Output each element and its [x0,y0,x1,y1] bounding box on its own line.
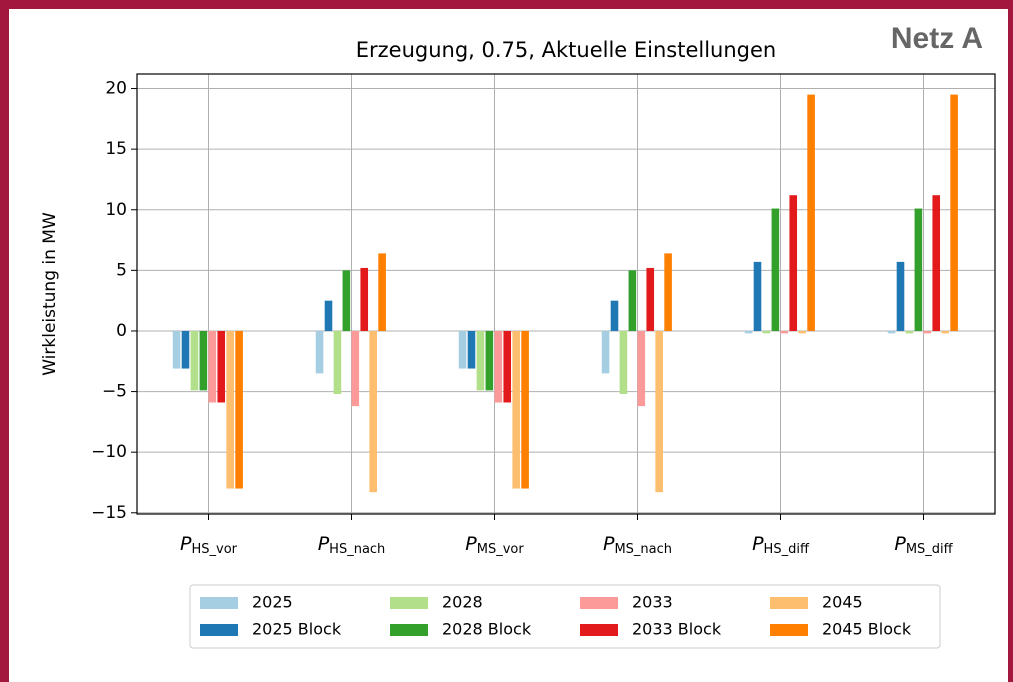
legend-swatch [390,597,428,609]
y-tick-label: 0 [116,321,127,341]
bar [172,330,181,369]
bar [208,330,217,403]
bar [807,94,815,331]
y-axis-label: Wirkleistung in MW [40,212,60,376]
bar [235,330,243,489]
legend-swatch [580,624,618,636]
frame-left [0,0,9,682]
x-tick-label: PMS_vor [465,533,524,557]
bar [342,270,351,331]
bar [521,330,529,489]
legend-label: 2028 [442,593,483,612]
legend-label: 2045 [822,593,863,612]
y-tick-label: 10 [105,200,127,220]
bar [315,330,324,374]
bar [217,330,226,403]
category-symbol: P [318,533,330,555]
bar [798,330,806,334]
bar [753,261,762,331]
bar [628,270,637,331]
bar [941,330,949,334]
legend-swatch [390,624,428,636]
x-tick-label: PHS_vor [180,533,238,557]
legend-label: 2025 Block [252,620,342,639]
legend-swatch [580,597,618,609]
bar [351,330,360,407]
bar [744,330,753,334]
x-tick-label: PMS_diff [894,533,953,557]
bar [476,330,485,391]
y-tick-label: 20 [105,79,127,99]
bar [771,208,780,331]
x-tick-label: PHS_nach [318,533,386,557]
bar [333,330,342,394]
bar [905,330,914,334]
bar [646,267,655,331]
bar [199,330,208,391]
bar [324,300,333,331]
frame-top [0,0,1013,9]
category-subscript: MS_vor [477,542,525,557]
category-subscript: MS_nach [614,542,672,557]
bar [601,330,610,374]
bar [226,330,234,489]
y-tick-label: −10 [91,442,127,462]
bar [619,330,628,394]
bar [780,330,789,334]
x-tick-label: PHS_diff [752,533,810,557]
bar [932,195,941,331]
bar [485,330,494,391]
category-symbol: P [894,533,906,555]
y-tick-label: 5 [116,260,127,280]
category-subscript: HS_nach [329,542,385,557]
legend-label: 2045 Block [822,620,912,639]
category-symbol: P [603,533,615,555]
chart-title: Erzeugung, 0.75, Aktuelle Einstellungen [356,38,777,62]
bar [637,330,646,407]
bar [503,330,512,403]
bar [181,330,190,369]
bar [923,330,932,334]
bar [896,261,905,331]
corner-label: Netz A [891,22,983,55]
bar [762,330,771,334]
category-symbol: P [465,533,477,555]
legend-swatch [770,624,808,636]
bar [655,330,663,493]
bar [458,330,467,369]
bar [494,330,503,403]
bar [887,330,896,334]
legend-swatch [200,597,238,609]
bar [512,330,520,489]
bar [610,300,619,331]
legend-label: 2033 Block [632,620,722,639]
legend-swatch [770,597,808,609]
legend-label: 2028 Block [442,620,532,639]
category-subscript: MS_diff [906,542,954,557]
y-tick-label: 15 [105,139,127,159]
category-subscript: HS_diff [764,542,810,557]
bar [789,195,798,331]
bar [467,330,476,369]
category-subscript: HS_vor [191,542,237,557]
legend-swatch [200,624,238,636]
category-symbol: P [752,533,764,555]
y-tick-label: −5 [102,382,127,402]
legend-box [189,584,941,649]
bar [360,267,369,331]
legend-label: 2033 [632,593,673,612]
x-tick-label: PMS_nach [603,533,672,557]
frame-right [1008,0,1013,682]
category-symbol: P [180,533,192,555]
bar [914,208,923,331]
y-tick-label: −15 [91,503,127,523]
bar [190,330,199,391]
bar [369,330,377,493]
bar [664,253,672,331]
plot-frame [136,73,996,515]
bar [378,253,386,331]
bar [950,94,958,331]
legend-label: 2025 [252,593,293,612]
